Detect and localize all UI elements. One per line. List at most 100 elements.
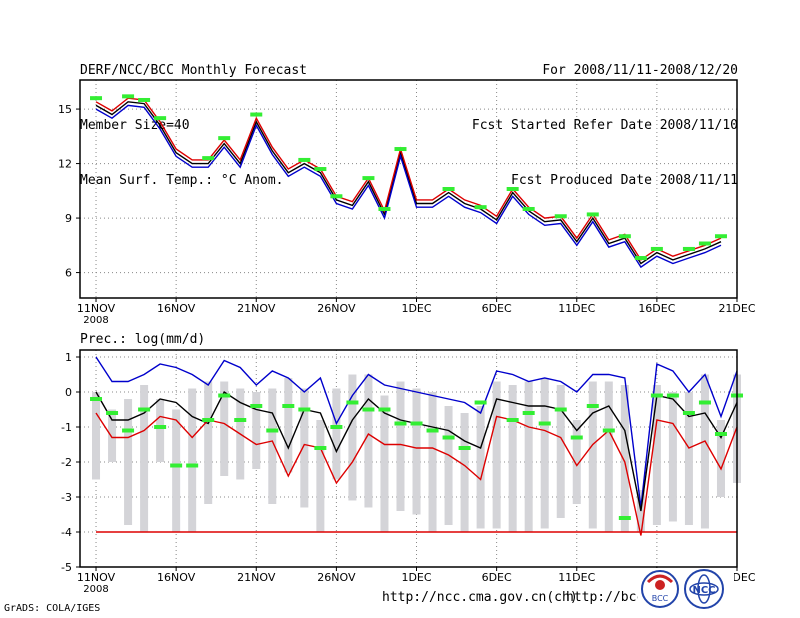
marker-point [714,432,727,436]
marker-point [618,234,631,239]
spread-bar [300,388,309,508]
ncc-logo-text: NCC [692,585,715,596]
header-left: DERF/NCC/BCC Monthly Forecast Member Siz… [80,26,307,209]
marker-point [90,96,103,101]
x-tick-label: 21NOV [237,571,276,584]
marker-point [122,428,135,433]
spread-bar [492,381,501,529]
marker-point [298,157,311,162]
header-start-date: Fcst Started Refer Date 2008/11/10 [471,118,738,133]
spread-bar [524,381,533,532]
x-tick-label: 6DEC [482,571,512,584]
y-tick-label: -2 [61,456,72,469]
marker-point [394,421,407,426]
marker-point [682,411,695,415]
spread-bar [172,409,181,532]
header-period: For 2008/11/11-2008/12/20 [542,63,738,78]
marker-point [522,411,535,415]
spread-bar [92,392,101,480]
marker-point [682,246,695,251]
ncc-logo: NCC [684,569,724,609]
bcc-logo: BCC [641,570,679,608]
chart-0-group: 11NOV 16NOV 21NOV 26NOV 1DEC 6DEC 11DEC 16DEC 21… [58,79,756,326]
x-tick-label: 21DEC [718,302,755,315]
spread-bar [380,395,389,532]
x-tick-label: 16NOV [157,302,196,315]
spread-bar [508,385,517,532]
marker-point [650,246,663,251]
marker-point [538,421,551,426]
marker-point [90,397,103,401]
bcc-url-link[interactable]: http://bcc. [566,590,653,605]
marker-point [602,428,615,433]
spread-bar [364,374,373,508]
spread-bar [220,381,229,476]
x-tick-label: 11DEC [558,571,595,584]
marker-point [282,404,295,408]
spread-bar [700,374,709,529]
bcc-logo-text: BCC [652,594,669,603]
plot-frame [79,79,738,299]
series-line-upper [95,97,722,261]
marker-point [458,446,471,450]
marker-point [154,116,167,121]
spread-bar [124,399,133,525]
series-line-lower [95,412,738,536]
marker-point [570,435,583,440]
y-tick-label: 9 [65,212,72,225]
marker-point [714,234,727,239]
spread-bar [332,388,341,480]
grads-credit: GrADS: COLA/IGES [4,603,101,614]
chart-1-group: 11NOV16NOV21NOV26NOV1DEC6DEC11DEC16DEC21… [61,349,756,595]
spread-bar [140,385,149,532]
spread-bar [540,378,549,529]
spread-bar [188,388,197,532]
marker-point [250,112,263,117]
ncc-url-link[interactable]: http://ncc.cma.gov.cn(ch) [382,590,578,605]
marker-point [554,214,567,219]
marker-point [298,407,311,412]
spread-bar [396,381,405,511]
x-tick-label: 16DEC [638,302,675,315]
marker-point [474,205,487,210]
header-title: DERF/NCC/BCC Monthly Forecast [80,63,307,78]
y-tick-label: -4 [61,526,72,539]
marker-point [234,418,247,422]
marker-point [378,206,391,211]
spread-bar [716,420,725,497]
spread-bar [348,374,357,501]
marker-point [554,407,567,412]
spread-bar [620,385,629,532]
series-line-lower [95,104,722,269]
spread-bar [156,399,165,462]
spread-bar [428,392,437,532]
spread-bar [268,388,277,504]
x-year-label: 2008 [83,315,108,326]
spread-bar [476,406,485,529]
header-produced-date: Fcst Produced Date 2008/11/11 [511,173,738,188]
x-tick-label: 16NOV [157,571,196,584]
y-tick-label: -5 [61,561,72,574]
series-line-mean [95,101,722,265]
spread-bar [668,392,677,522]
marker-point [586,212,599,217]
marker-point [442,187,455,191]
spread-bar [556,385,565,518]
x-tick-label: 26NOV [317,302,356,315]
y-tick-label: 6 [65,267,72,280]
logo-group: BCC NCC [638,568,734,610]
series-line-upper [95,356,738,508]
marker-point [426,428,439,433]
marker-point [394,147,407,152]
marker-point [650,393,663,398]
marker-point [362,407,375,412]
y-tick-label: -1 [61,421,72,434]
spread-bar [204,381,213,504]
spread-bar [684,392,693,525]
precip-chart-label: Prec.: log(mm/d) [80,332,206,347]
marker-point [442,435,455,440]
marker-point [250,404,263,408]
x-tick-label: 6DEC [482,302,512,315]
x-year-label: 2008 [83,584,108,595]
